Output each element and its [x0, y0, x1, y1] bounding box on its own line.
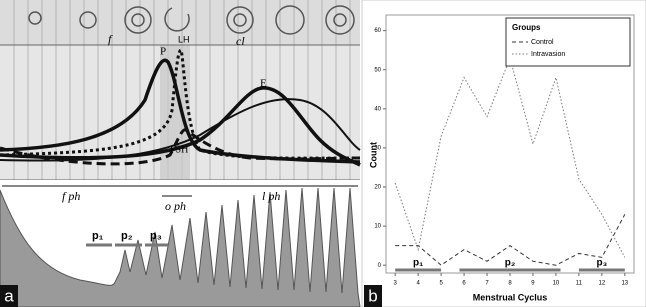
label: LH	[178, 34, 190, 44]
y-tick-label: 60	[374, 28, 381, 34]
x-tick-label: 13	[621, 281, 628, 287]
label: cl	[236, 34, 245, 48]
label: o ph	[165, 199, 186, 213]
x-axis-title: Menstrual Cyclus	[473, 292, 548, 302]
panel-label: a	[4, 286, 14, 305]
legend-label: Control	[531, 39, 554, 46]
phase-label: p₁	[92, 230, 104, 242]
phase-label: p₂	[505, 258, 516, 269]
legend-label: Intravasion	[531, 51, 565, 58]
label: f ph	[62, 189, 80, 203]
phase-label: p₃	[596, 258, 607, 269]
x-tick-label: 10	[553, 281, 560, 287]
panel-a: f LH cl P E FSH f ph o ph l ph p₁ p₂ p₃ …	[0, 0, 360, 307]
y-tick-label: 30	[374, 145, 381, 151]
y-tick-label: 10	[374, 224, 381, 230]
phase-label: p₁	[413, 258, 423, 269]
figure: f LH cl P E FSH f ph o ph l ph p₁ p₂ p₃ …	[0, 0, 646, 307]
legend-title: Groups	[512, 23, 541, 32]
y-tick-label: 50	[374, 67, 381, 73]
x-tick-label: 11	[576, 281, 583, 287]
label: P	[160, 46, 166, 58]
label: FSH	[170, 144, 188, 155]
phase-label: p₂	[121, 230, 133, 242]
label: l ph	[262, 189, 280, 203]
ovulation-band	[160, 45, 190, 180]
y-tick-label: 40	[374, 106, 381, 112]
panel-label: b	[368, 286, 377, 305]
label: E	[260, 78, 267, 90]
y-tick-label: 20	[374, 185, 381, 191]
x-tick-label: 12	[599, 281, 606, 287]
phase-label: p₃	[150, 230, 162, 242]
